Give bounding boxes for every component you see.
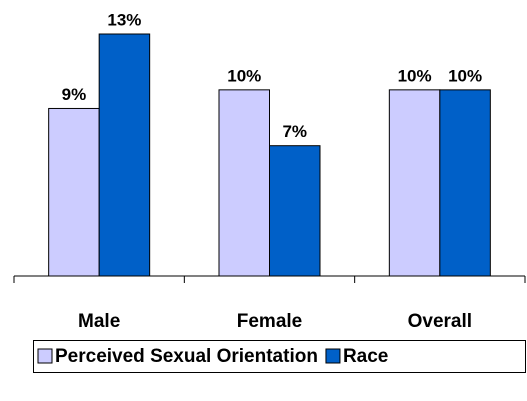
data-label: 10%	[398, 66, 432, 85]
legend-box	[33, 340, 526, 373]
legend-swatch	[325, 348, 341, 364]
x-tick-label: Female	[237, 311, 302, 332]
data-label: 9%	[62, 85, 87, 104]
data-label: 7%	[282, 122, 307, 141]
data-label: 10%	[448, 66, 482, 85]
bar	[218, 89, 270, 277]
data-label: 10%	[227, 66, 261, 85]
legend-label: Perceived Sexual Orientation	[55, 346, 318, 367]
bar	[98, 33, 151, 277]
bar	[269, 145, 321, 277]
legend-swatch	[37, 348, 53, 364]
bar	[388, 89, 441, 277]
legend-label: Race	[343, 346, 388, 367]
x-tick-label: Male	[78, 311, 120, 332]
bar	[48, 107, 100, 277]
x-tick-label: Overall	[408, 311, 472, 332]
data-label: 13%	[107, 10, 141, 29]
bar	[439, 89, 491, 277]
